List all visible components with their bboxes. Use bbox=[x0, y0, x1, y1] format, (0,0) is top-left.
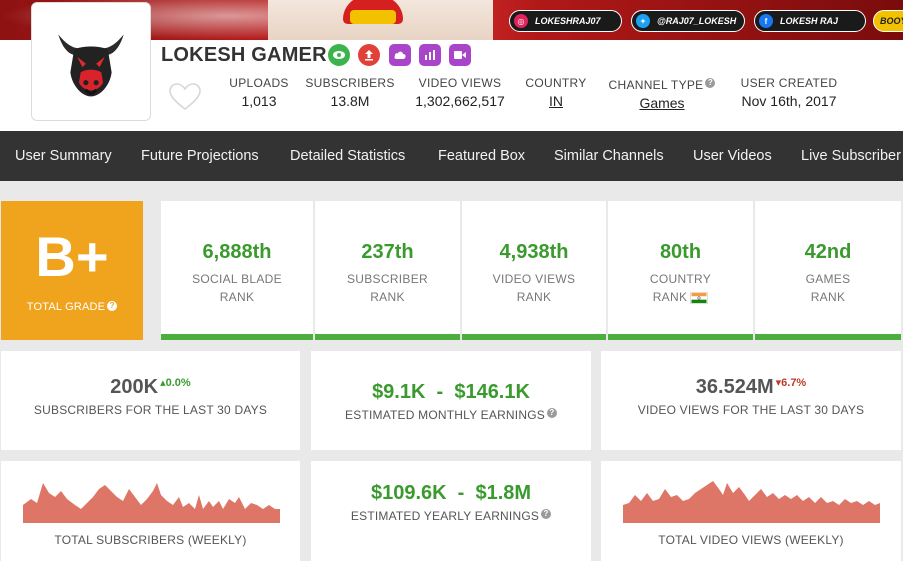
video-views-30-days-card: 36.524M ▾6.7% VIDEO VIEWS FOR THE LAST 30… bbox=[601, 351, 901, 450]
games-rank: 42nd GAMES RANK bbox=[755, 201, 901, 340]
video-views-rank: 4,938th VIDEO VIEWS RANK bbox=[462, 201, 606, 340]
social-blade-rank: 6,888th SOCIAL BLADE RANK bbox=[161, 201, 313, 340]
country-rank: 80th COUNTRY RANK bbox=[608, 201, 753, 340]
subscribers-weekly-card: TOTAL SUBSCRIBERS (WEEKLY) bbox=[1, 461, 300, 561]
stats-button[interactable] bbox=[419, 44, 441, 66]
grade-letter: B+ bbox=[35, 225, 109, 288]
video-views-stat: VIDEO VIEWS 1,302,662,517 bbox=[415, 76, 505, 109]
user-created-stat: USER CREATED Nov 16th, 2017 bbox=[740, 76, 838, 109]
nav-featured-box[interactable]: Featured Box bbox=[438, 148, 526, 164]
channel-name: LOKESH GAMER bbox=[161, 44, 327, 66]
country-stat: COUNTRY IN bbox=[525, 76, 587, 109]
video-views-weekly-sparkline bbox=[623, 481, 880, 523]
subscriber-rank: 237th SUBSCRIBER RANK bbox=[315, 201, 460, 340]
help-icon[interactable]: ? bbox=[546, 408, 557, 418]
subscribers-stat: SUBSCRIBERS 13.8M bbox=[305, 76, 395, 109]
help-icon[interactable]: ? bbox=[705, 78, 716, 88]
upload-button[interactable] bbox=[358, 44, 380, 66]
help-icon[interactable]: ? bbox=[541, 509, 552, 519]
nav-detailed-statistics[interactable]: Detailed Statistics bbox=[290, 148, 406, 164]
channel-avatar bbox=[31, 2, 151, 121]
section-nav: User Summary Future Projections Detailed… bbox=[0, 131, 903, 181]
view-channel-button[interactable] bbox=[328, 44, 350, 66]
subscribers-weekly-sparkline bbox=[23, 483, 280, 523]
india-flag-icon bbox=[690, 291, 709, 304]
channel-type-link[interactable]: Games bbox=[639, 95, 685, 111]
chart-icon bbox=[425, 50, 435, 60]
video-views-weekly-card: TOTAL VIDEO VIEWS (WEEKLY) bbox=[601, 461, 901, 561]
help-icon[interactable]: ? bbox=[107, 301, 118, 311]
uploads-stat: UPLOADS 1,013 bbox=[229, 76, 289, 109]
nav-future-projections[interactable]: Future Projections bbox=[141, 148, 259, 164]
channel-type-stat: CHANNEL TYPE? Games bbox=[602, 76, 722, 111]
channel-header: ◎ LOKESHRAJ07 ✦ @RAJ07_LOKESH f LOKESH R… bbox=[0, 0, 903, 131]
twitter-link[interactable]: ✦ @RAJ07_LOKESH bbox=[631, 10, 745, 32]
instagram-icon: ◎ bbox=[514, 14, 528, 28]
delta-up: ▴0.0% bbox=[160, 377, 191, 389]
instagram-link[interactable]: ◎ LOKESHRAJ07 bbox=[509, 10, 622, 32]
favorite-heart-icon[interactable] bbox=[168, 82, 202, 112]
more-social-link[interactable]: BOOYA bbox=[873, 10, 903, 32]
twitter-icon: ✦ bbox=[636, 14, 650, 28]
delta-down: ▾6.7% bbox=[775, 377, 807, 389]
eye-icon bbox=[333, 51, 345, 59]
cloud-icon bbox=[394, 51, 406, 59]
bull-logo-icon bbox=[58, 33, 124, 96]
facebook-link[interactable]: f LOKESH RAJ bbox=[754, 10, 866, 32]
channel-banner: ◎ LOKESHRAJ07 ✦ @RAJ07_LOKESH f LOKESH R… bbox=[0, 0, 903, 40]
yearly-earnings-card: $109.6K - $1.8M ESTIMATED YEARLY EARNING… bbox=[311, 461, 591, 561]
cloud-button[interactable] bbox=[389, 44, 411, 66]
subscribers-30-days-card: 200K ▴0.0% SUBSCRIBERS FOR THE LAST 30 DA… bbox=[1, 351, 300, 450]
nav-user-summary[interactable]: User Summary bbox=[15, 148, 112, 164]
nav-live-subscriber[interactable]: Live Subscriber bbox=[801, 148, 901, 164]
monthly-earnings-card: $9.1K - $146.1K ESTIMATED MONTHLY EARNIN… bbox=[311, 351, 591, 450]
video-icon bbox=[454, 51, 466, 59]
country-link[interactable]: IN bbox=[549, 93, 563, 109]
nav-user-videos[interactable]: User Videos bbox=[693, 148, 772, 164]
total-grade-box: B+ TOTAL GRADE? bbox=[1, 201, 143, 340]
facebook-icon: f bbox=[759, 14, 773, 28]
video-button[interactable] bbox=[449, 44, 471, 66]
upload-icon bbox=[365, 50, 373, 61]
nav-similar-channels[interactable]: Similar Channels bbox=[554, 148, 664, 164]
